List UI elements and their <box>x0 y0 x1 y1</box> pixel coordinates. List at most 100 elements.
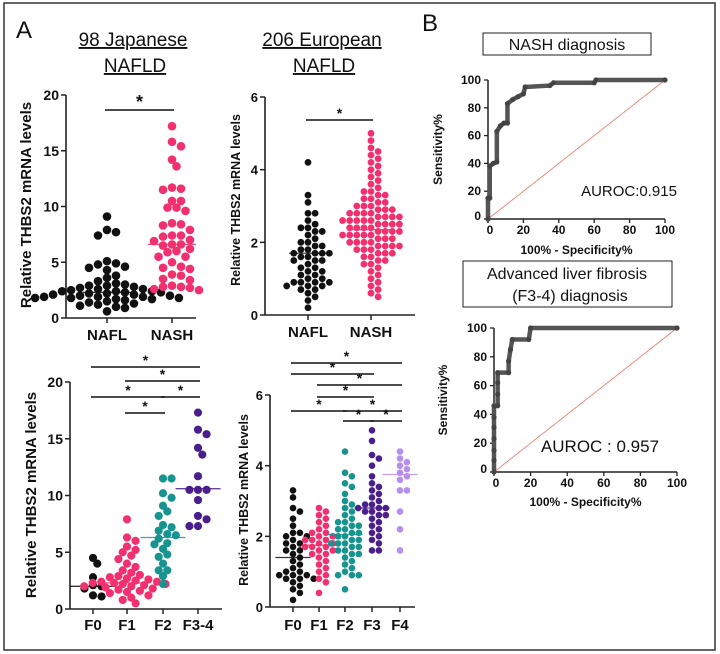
data-point <box>382 511 390 519</box>
data-point <box>396 487 404 494</box>
data-point <box>322 571 330 579</box>
data-point <box>341 480 349 487</box>
data-point <box>289 522 297 530</box>
data-point <box>296 561 304 568</box>
data-point <box>367 173 375 181</box>
data-point <box>154 534 163 543</box>
significance-star: * <box>142 398 148 414</box>
data-point <box>176 184 186 193</box>
data-point <box>296 547 304 554</box>
data-point <box>93 300 103 309</box>
significance-star: * <box>356 406 362 422</box>
title-european-line1: 206 European <box>262 30 381 51</box>
data-point <box>129 299 139 308</box>
data-point <box>202 485 211 494</box>
category-label: F1 <box>310 617 328 634</box>
panel-label-b: B <box>422 10 438 37</box>
data-point <box>176 282 186 292</box>
data-point <box>122 533 132 542</box>
data-point <box>194 285 204 295</box>
data-point <box>367 129 375 137</box>
data-point <box>367 202 375 210</box>
data-point <box>360 217 368 224</box>
data-point <box>297 224 305 232</box>
figure-border <box>3 2 716 651</box>
x-tick-label: 100 <box>655 223 675 237</box>
data-point <box>348 550 356 558</box>
data-point <box>311 235 319 243</box>
data-point <box>154 552 163 561</box>
data-point <box>135 586 144 595</box>
data-point <box>167 281 177 290</box>
data-point <box>144 591 153 600</box>
category-label: F2 <box>336 617 354 634</box>
data-point <box>375 497 383 505</box>
roc-point <box>522 84 528 90</box>
data-point <box>158 263 168 273</box>
data-point <box>334 540 342 547</box>
data-point <box>148 584 157 593</box>
data-point <box>147 294 157 304</box>
data-point <box>88 591 98 600</box>
data-point <box>120 280 130 289</box>
data-point <box>275 571 283 579</box>
data-point <box>367 195 375 203</box>
data-point <box>315 568 323 575</box>
roc-point <box>495 380 501 386</box>
data-point <box>311 286 319 293</box>
data-point <box>176 231 186 240</box>
data-point <box>129 290 139 299</box>
data-point <box>297 246 305 254</box>
scatter-chart-3: 0 5 10 15 20 Relative THBS2 mRNA levels F0 F1 F2… <box>23 352 222 634</box>
category-label: F2 <box>154 617 172 634</box>
data-point <box>368 472 376 480</box>
data-point <box>296 575 304 583</box>
data-point <box>341 469 349 477</box>
data-point <box>185 244 195 254</box>
data-point <box>367 260 375 268</box>
data-point <box>289 564 297 572</box>
data-point <box>88 578 97 587</box>
data-point <box>176 196 186 206</box>
x-tick-label: 20 <box>524 476 538 490</box>
data-point <box>355 536 363 544</box>
category-label: F4 <box>391 617 409 634</box>
data-point <box>304 268 312 275</box>
data-point <box>315 561 323 568</box>
data-point <box>102 289 112 298</box>
roc-point <box>515 94 521 100</box>
y-axis-label: Relative THBS2 mRNA levels <box>18 102 35 308</box>
data-point <box>403 487 411 494</box>
data-point <box>374 235 382 243</box>
data-point <box>388 213 396 221</box>
data-point <box>138 292 148 302</box>
data-point <box>381 235 389 243</box>
data-point <box>334 547 342 554</box>
data-point <box>111 286 121 296</box>
roc-title-box-nash <box>482 32 652 56</box>
y-tick-label: 0 <box>480 462 487 476</box>
data-point <box>322 578 330 586</box>
data-point <box>308 529 316 537</box>
data-point <box>158 185 168 195</box>
data-point <box>193 511 203 521</box>
data-point <box>158 241 168 250</box>
data-point <box>322 515 330 522</box>
data-point <box>403 458 411 466</box>
data-point <box>368 529 376 537</box>
data-point <box>111 271 121 280</box>
data-point <box>374 286 382 293</box>
data-point <box>367 246 375 254</box>
data-point <box>381 249 389 257</box>
data-point <box>102 225 112 235</box>
data-point <box>322 550 330 558</box>
data-point <box>361 508 369 515</box>
significance-star: * <box>178 382 184 398</box>
data-point <box>367 151 375 159</box>
roc-point <box>491 457 497 464</box>
y-tick-label: 0 <box>474 209 481 223</box>
category-label: F3-4 <box>183 617 215 634</box>
data-point <box>93 276 103 286</box>
data-point <box>297 253 305 261</box>
roc-point <box>491 414 497 420</box>
